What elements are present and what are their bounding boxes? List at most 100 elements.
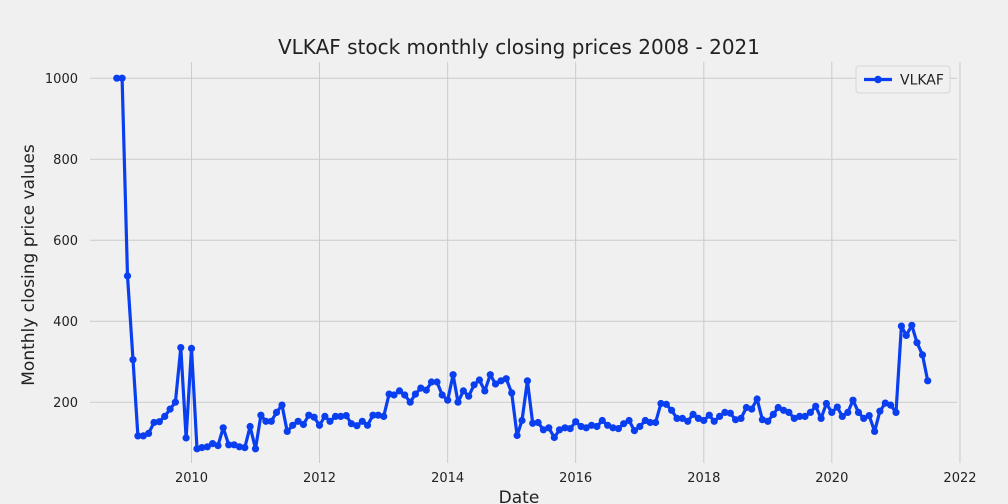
data-point (801, 412, 809, 420)
data-point (694, 414, 703, 422)
data-point (657, 399, 665, 408)
data-point (491, 380, 500, 388)
data-point (374, 411, 382, 419)
data-point (646, 418, 654, 427)
data-point (812, 402, 820, 410)
data-point (668, 406, 676, 414)
data-point (806, 408, 815, 416)
data-point (513, 431, 521, 440)
data-point (363, 421, 372, 429)
data-point (272, 408, 281, 416)
data-point (764, 417, 772, 425)
data-point (289, 421, 297, 429)
data-point (785, 408, 793, 416)
data-point (844, 408, 852, 416)
data-point (401, 391, 409, 399)
data-point (177, 344, 185, 352)
data-point (566, 425, 574, 433)
data-point (871, 427, 879, 435)
data-point (636, 422, 644, 431)
data-point (166, 405, 174, 413)
data-point (684, 417, 692, 425)
x-tick-label: 2016 (559, 471, 592, 486)
data-point (652, 418, 660, 427)
x-tick-label: 2018 (687, 471, 720, 486)
y-axis-ticks: 200 400 600 800 1000 (45, 72, 78, 411)
x-axis-label: Date (499, 488, 540, 504)
data-point (630, 427, 639, 435)
legend-marker (874, 75, 882, 84)
data-point (369, 411, 377, 419)
legend-label-vlkaf: VLKAF (900, 73, 944, 89)
data-point (662, 400, 670, 408)
data-point (625, 416, 633, 425)
data-point (737, 414, 745, 422)
data-point (444, 396, 452, 404)
data-point (598, 416, 606, 425)
data-point (887, 401, 895, 409)
y-tick-label: 200 (53, 396, 78, 411)
grid-lines (90, 62, 961, 463)
data-point (721, 408, 729, 416)
data-point (342, 412, 350, 420)
data-point (321, 412, 329, 420)
data-point (251, 445, 260, 453)
x-axis-ticks: 2010 2012 2014 2016 2018 2020 2022 (175, 471, 977, 486)
data-point (550, 433, 558, 442)
data-point (235, 443, 243, 451)
data-point (534, 418, 542, 427)
data-point (502, 375, 510, 383)
data-point (523, 377, 532, 385)
data-point (161, 412, 169, 420)
data-point (257, 411, 265, 419)
data-point (267, 417, 275, 425)
data-point (796, 412, 804, 420)
data-point (609, 424, 617, 432)
data-point (299, 420, 307, 429)
data-point (380, 412, 388, 420)
data-point (411, 390, 419, 398)
data-point (902, 331, 910, 339)
data-point (673, 414, 681, 422)
x-tick-label: 2020 (815, 471, 848, 486)
data-point (155, 418, 163, 426)
data-point (732, 416, 740, 424)
data-point (817, 414, 825, 422)
data-point (262, 417, 270, 425)
data-point (876, 407, 884, 415)
y-tick-label: 1000 (45, 72, 78, 87)
data-point (593, 422, 601, 431)
data-point (620, 420, 628, 428)
data-point (508, 389, 516, 397)
data-point (209, 440, 217, 448)
data-point (150, 418, 158, 427)
data-point (438, 391, 446, 399)
data-point (908, 321, 916, 329)
data-point (822, 399, 831, 408)
data-point (225, 441, 233, 449)
data-point (529, 419, 537, 427)
data-point (417, 384, 425, 392)
data-point (454, 398, 462, 406)
data-point (828, 408, 836, 416)
data-point (337, 412, 345, 420)
data-point (710, 417, 718, 425)
data-point (326, 417, 334, 425)
data-point (481, 387, 489, 395)
data-point (892, 408, 900, 416)
data-point (358, 417, 366, 425)
data-point (614, 425, 623, 433)
data-point (854, 408, 863, 416)
data-point (129, 356, 137, 364)
data-point (294, 417, 302, 425)
data-point (214, 442, 222, 450)
data-point (187, 344, 196, 352)
data-point (604, 421, 612, 429)
data-point (539, 426, 548, 434)
data-point (486, 371, 494, 379)
data-point (582, 424, 590, 432)
data-point (182, 434, 190, 442)
data-point (310, 413, 318, 421)
y-tick-label: 800 (53, 153, 78, 168)
